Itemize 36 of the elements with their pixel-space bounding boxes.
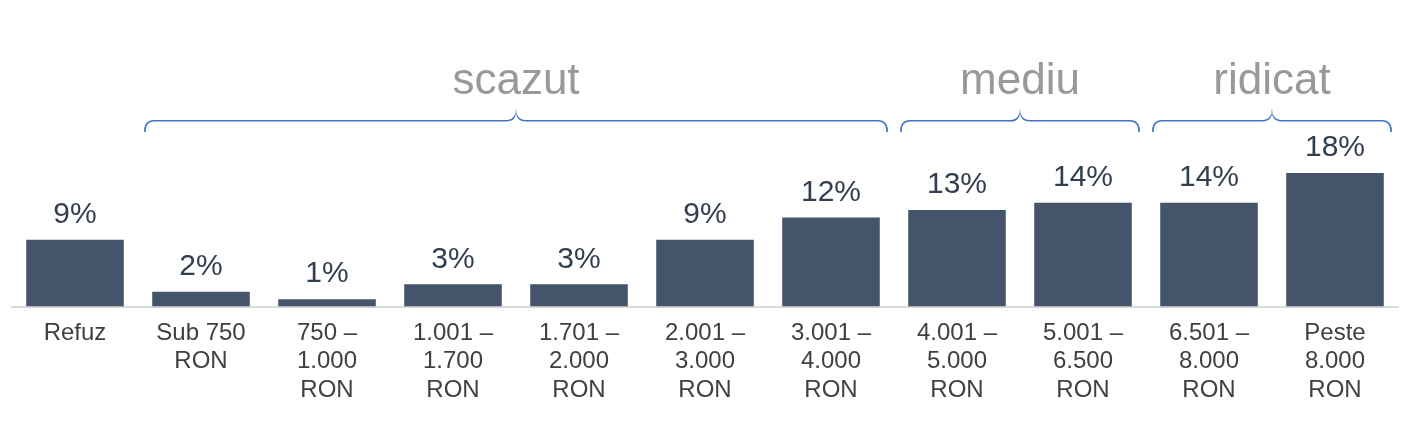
x-tick-label: 4.001 – 5.000 RON <box>916 317 998 403</box>
data-label: 3% <box>557 240 601 274</box>
data-label: 1% <box>305 255 349 289</box>
bar <box>1286 173 1384 307</box>
data-label: 14% <box>1178 158 1240 192</box>
text: mediu <box>960 54 1080 103</box>
bar <box>26 239 124 307</box>
bar <box>404 284 502 307</box>
x-tick-label: 6.501 – 8.000 RON <box>1168 317 1250 403</box>
x-tick-label: Sub 750 RON <box>156 317 246 374</box>
x-tick-label: 3.001 – 4.000 RON <box>790 317 872 403</box>
x-tick-label: 1.001 – 1.700 RON <box>412 317 494 403</box>
x-tick-label: 750 – 1.000 RON <box>296 317 358 403</box>
data-label: 9% <box>683 196 727 230</box>
x-tick-label: Peste 8.000 RON <box>1304 317 1366 403</box>
bar <box>908 210 1006 307</box>
bar <box>656 239 754 307</box>
text: ridicat <box>1213 54 1331 103</box>
x-tick-label: 1.701 – 2.000 RON <box>538 317 620 403</box>
data-label: 18% <box>1304 129 1366 163</box>
data-label: 3% <box>431 240 475 274</box>
data-label: 12% <box>800 173 862 207</box>
data-label: 9% <box>53 196 97 230</box>
x-tick-label: 5.001 – 6.500 RON <box>1042 317 1124 403</box>
data-label: 2% <box>179 248 223 282</box>
text: scazut <box>452 54 580 103</box>
x-tick-label: 2.001 – 3.000 RON <box>664 317 746 403</box>
bar <box>782 217 880 307</box>
bar <box>152 291 250 307</box>
bar <box>278 299 376 307</box>
bar <box>1160 202 1258 307</box>
x-tick-label: Refuz <box>43 317 107 345</box>
data-label: 13% <box>926 166 988 200</box>
data-label: 14% <box>1052 158 1114 192</box>
bar <box>1034 202 1132 307</box>
bar <box>530 284 628 307</box>
